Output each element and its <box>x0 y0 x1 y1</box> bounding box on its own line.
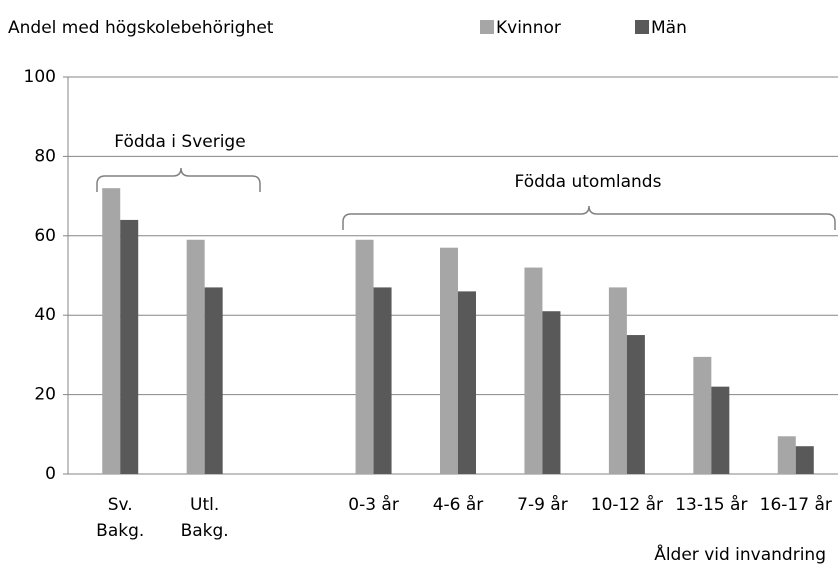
bar <box>626 335 645 474</box>
x-tick-label: 10-12 år <box>591 494 663 515</box>
legend-label: Kvinnor <box>496 18 561 38</box>
x-tick-label: 0-3 år <box>348 494 399 515</box>
x-axis-label: Ålder vid invandring <box>654 543 826 565</box>
bar <box>524 267 543 474</box>
bar <box>777 436 796 474</box>
x-tick-label: Bakg. <box>181 521 229 541</box>
bar <box>120 219 139 474</box>
x-tick-label: Bakg. <box>96 521 144 541</box>
bar <box>458 291 476 474</box>
x-tick-label: 7-9 år <box>517 494 568 515</box>
bar <box>693 356 712 474</box>
y-tick-label: 80 <box>34 146 56 166</box>
bar <box>542 311 561 474</box>
bar <box>204 287 223 474</box>
bar <box>355 239 374 474</box>
bar <box>373 287 392 474</box>
bar <box>795 446 814 474</box>
y-tick-label: 0 <box>45 464 56 484</box>
brace <box>96 167 261 192</box>
chart-title: Andel med högskolebehörighet <box>8 18 274 38</box>
legend-swatch <box>480 20 494 34</box>
legend-label: Män <box>651 18 687 38</box>
bar <box>711 386 730 474</box>
y-tick-label: 20 <box>34 385 56 405</box>
legend-swatch <box>635 20 649 34</box>
y-tick-label: 100 <box>24 67 56 87</box>
bar <box>102 188 121 474</box>
bar <box>440 247 458 474</box>
y-tick-label: 40 <box>34 305 56 325</box>
y-tick-label: 60 <box>34 226 56 246</box>
brace <box>342 205 836 230</box>
annotation: Födda i Sverige <box>114 132 245 152</box>
annotation: Födda utomlands <box>515 172 662 192</box>
x-tick-label: 16-17 år <box>760 494 832 515</box>
x-tick-label: 4-6 år <box>433 494 484 515</box>
x-tick-label: Utl. <box>190 495 219 515</box>
bar <box>608 287 627 474</box>
x-tick-label: Sv. <box>108 495 133 515</box>
bar <box>186 239 205 474</box>
x-tick-label: 13-15 år <box>675 494 747 515</box>
